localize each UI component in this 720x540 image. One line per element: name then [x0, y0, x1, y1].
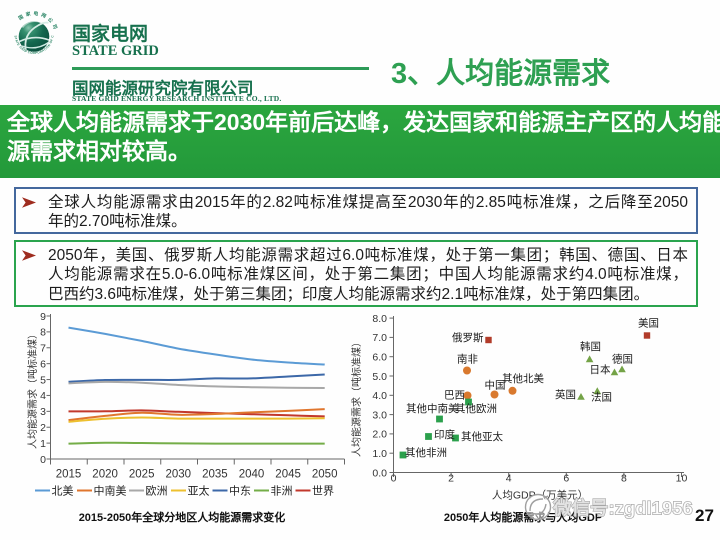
- svg-text:1.0: 1.0: [372, 448, 387, 460]
- svg-text:4: 4: [506, 473, 512, 485]
- svg-text:7: 7: [40, 343, 46, 355]
- svg-text:3: 3: [40, 406, 46, 418]
- svg-text:2.0: 2.0: [372, 429, 387, 441]
- svg-text:俄罗斯: 俄罗斯: [452, 331, 484, 344]
- svg-text:6: 6: [563, 473, 569, 485]
- svg-text:欧洲: 欧洲: [146, 485, 168, 498]
- svg-text:8: 8: [40, 327, 46, 339]
- svg-text:3.0: 3.0: [372, 409, 387, 421]
- svg-text:2050: 2050: [312, 469, 338, 481]
- svg-text:2020: 2020: [92, 469, 118, 481]
- svg-text:5.0: 5.0: [372, 371, 387, 383]
- svg-text:6: 6: [40, 358, 46, 370]
- svg-text:其他欧洲: 其他欧洲: [455, 402, 497, 415]
- svg-text:其他中南美: 其他中南美: [406, 402, 459, 415]
- svg-text:5: 5: [40, 374, 46, 386]
- svg-text:世界: 世界: [312, 485, 334, 498]
- svg-text:中南美: 中南美: [94, 485, 127, 498]
- svg-text:其他亚太: 其他亚太: [461, 430, 503, 443]
- svg-text:中东: 中东: [229, 485, 251, 498]
- svg-text:2015-2050年全球分地区人均能源需求变化: 2015-2050年全球分地区人均能源需求变化: [79, 510, 286, 524]
- svg-text:德国: 德国: [612, 353, 633, 366]
- svg-text:8.0: 8.0: [372, 313, 387, 325]
- svg-text:0: 0: [40, 454, 46, 466]
- svg-text:南非: 南非: [457, 353, 478, 366]
- svg-text:2035: 2035: [202, 469, 228, 481]
- svg-text:亚太: 亚太: [188, 485, 210, 498]
- svg-text:2030: 2030: [166, 469, 192, 481]
- svg-text:法国: 法国: [591, 391, 612, 404]
- svg-text:微信号:zgdl1956: 微信号:zgdl1956: [552, 498, 693, 519]
- svg-text:人均能源需求（吨标准煤）: 人均能源需求（吨标准煤）: [26, 329, 39, 449]
- svg-text:10: 10: [676, 473, 688, 485]
- svg-text:巴西: 巴西: [444, 390, 465, 402]
- svg-text:2025: 2025: [129, 469, 155, 481]
- svg-text:2045: 2045: [275, 469, 301, 481]
- svg-text:6.0: 6.0: [372, 352, 387, 364]
- svg-text:其他非洲: 其他非洲: [405, 446, 447, 459]
- svg-text:2050年人均能源需求与人均GDP: 2050年人均能源需求与人均GDP: [444, 510, 602, 524]
- svg-text:2: 2: [40, 422, 46, 434]
- svg-text:0.0: 0.0: [372, 467, 387, 479]
- svg-text:2015: 2015: [56, 469, 82, 481]
- svg-text:2040: 2040: [239, 469, 265, 481]
- svg-text:英国: 英国: [555, 388, 576, 401]
- svg-text:1: 1: [40, 438, 46, 450]
- svg-text:4.0: 4.0: [372, 390, 387, 402]
- svg-text:印度: 印度: [434, 428, 455, 441]
- svg-text:其他北美: 其他北美: [502, 372, 544, 385]
- svg-text:8: 8: [621, 473, 627, 485]
- svg-text:人均能源需求（吨标准煤）: 人均能源需求（吨标准煤）: [350, 337, 363, 457]
- svg-text:中国: 中国: [485, 379, 506, 392]
- svg-text:7.0: 7.0: [372, 332, 387, 344]
- svg-text:2: 2: [448, 473, 454, 485]
- svg-text:0: 0: [391, 473, 397, 485]
- svg-text:日本: 日本: [590, 363, 611, 376]
- svg-text:4: 4: [40, 390, 46, 402]
- svg-text:韩国: 韩国: [580, 340, 601, 353]
- svg-text:北美: 北美: [52, 485, 74, 498]
- svg-text:非洲: 非洲: [271, 485, 293, 498]
- svg-text:美国: 美国: [638, 317, 659, 330]
- svg-text:9: 9: [40, 311, 46, 323]
